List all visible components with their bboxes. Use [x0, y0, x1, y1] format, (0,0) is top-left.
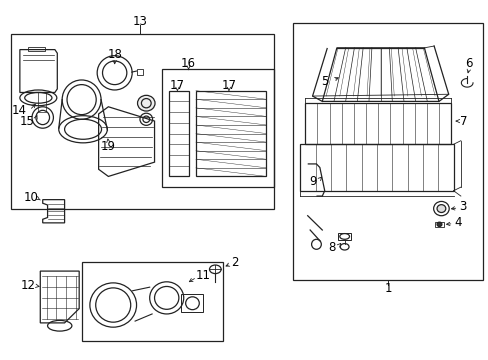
- Text: 4: 4: [454, 216, 461, 229]
- Text: 1: 1: [384, 283, 391, 296]
- Ellipse shape: [137, 95, 155, 111]
- Text: 2: 2: [230, 256, 238, 269]
- Text: 16: 16: [181, 57, 196, 71]
- Text: 8: 8: [327, 241, 335, 255]
- Text: 18: 18: [107, 48, 122, 61]
- Text: 3: 3: [459, 200, 466, 213]
- Text: 12: 12: [20, 279, 36, 292]
- Text: 11: 11: [195, 269, 210, 282]
- Text: 7: 7: [459, 114, 466, 127]
- Ellipse shape: [436, 222, 441, 226]
- Text: 6: 6: [465, 57, 472, 71]
- Text: 13: 13: [132, 14, 147, 27]
- Text: 5: 5: [321, 75, 328, 88]
- Text: 17: 17: [169, 79, 184, 92]
- Ellipse shape: [436, 204, 445, 212]
- Text: 15: 15: [19, 114, 34, 127]
- Text: 17: 17: [221, 79, 236, 92]
- Text: 10: 10: [24, 191, 39, 204]
- Text: 9: 9: [308, 175, 316, 188]
- Text: 19: 19: [101, 140, 116, 153]
- Text: 14: 14: [11, 104, 26, 117]
